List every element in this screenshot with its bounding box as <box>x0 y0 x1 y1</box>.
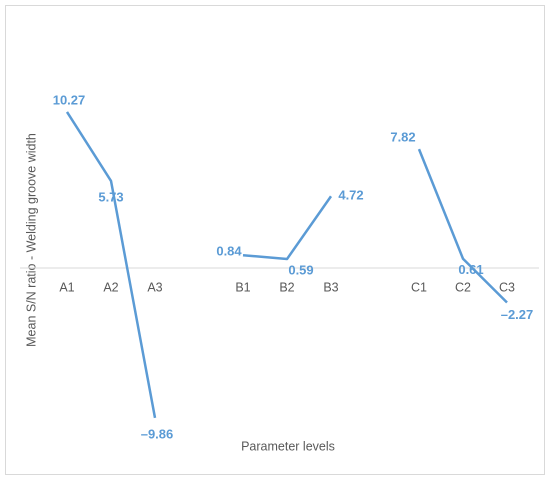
x-tick-label: B3 <box>323 280 338 294</box>
data-label: 10.27 <box>53 92 86 107</box>
x-tick-label: B2 <box>279 280 294 294</box>
data-label: –2.27 <box>501 307 534 322</box>
data-label: 0.59 <box>288 262 313 277</box>
x-tick-label: A3 <box>147 280 162 294</box>
x-tick-label: B1 <box>235 280 250 294</box>
chart-border <box>5 5 545 475</box>
x-tick-label: A1 <box>59 280 74 294</box>
data-label: 0.61 <box>458 262 483 277</box>
data-line <box>65 111 508 419</box>
x-tick-label: A2 <box>103 280 118 294</box>
data-label: 0.84 <box>216 244 242 259</box>
data-label: 4.72 <box>338 188 363 203</box>
data-label: 5.73 <box>98 189 123 204</box>
x-tick-label: C2 <box>455 280 471 294</box>
data-label: 7.82 <box>390 130 415 145</box>
x-tick-label: C1 <box>411 280 427 294</box>
x-tick-label: C3 <box>499 280 515 294</box>
y-axis-title: Mean S/N ratio - Welding groove width <box>24 133 38 347</box>
data-label: –9.86 <box>141 426 174 441</box>
x-axis-title: Parameter levels <box>241 439 335 453</box>
